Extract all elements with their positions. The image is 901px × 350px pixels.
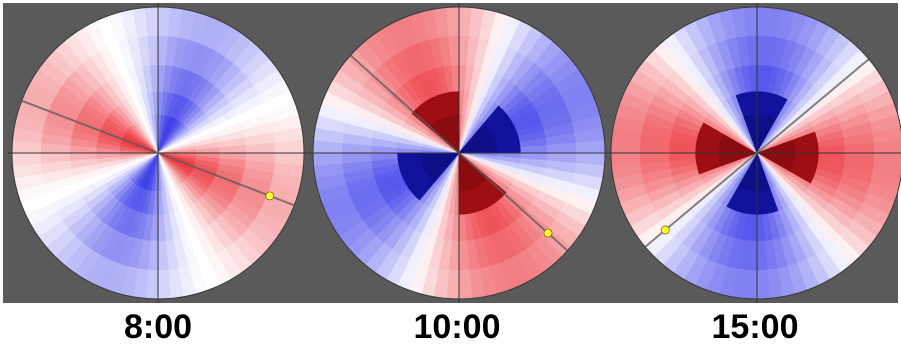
time-label-15: 15:00: [711, 308, 799, 346]
sky-rim: [312, 6, 606, 300]
polarization-pattern: [611, 7, 901, 299]
sky-map-8: [8, 3, 308, 303]
time-label-8: 8:00: [123, 308, 193, 346]
sky-map-10: [309, 3, 609, 303]
sun-marker: [660, 225, 670, 235]
sky-rim: [610, 6, 901, 300]
polarization-pattern: [12, 7, 304, 299]
polarization-pattern: [313, 7, 605, 299]
solar-meridian-line: [644, 58, 870, 248]
solar-meridian-line: [21, 99, 295, 207]
time-label-10: 10:00: [413, 308, 501, 346]
solar-meridian-line: [349, 54, 569, 252]
sky-rim: [11, 6, 305, 300]
sun-marker: [543, 228, 553, 238]
sun-marker: [265, 191, 275, 201]
sky-map-15: [607, 3, 901, 303]
